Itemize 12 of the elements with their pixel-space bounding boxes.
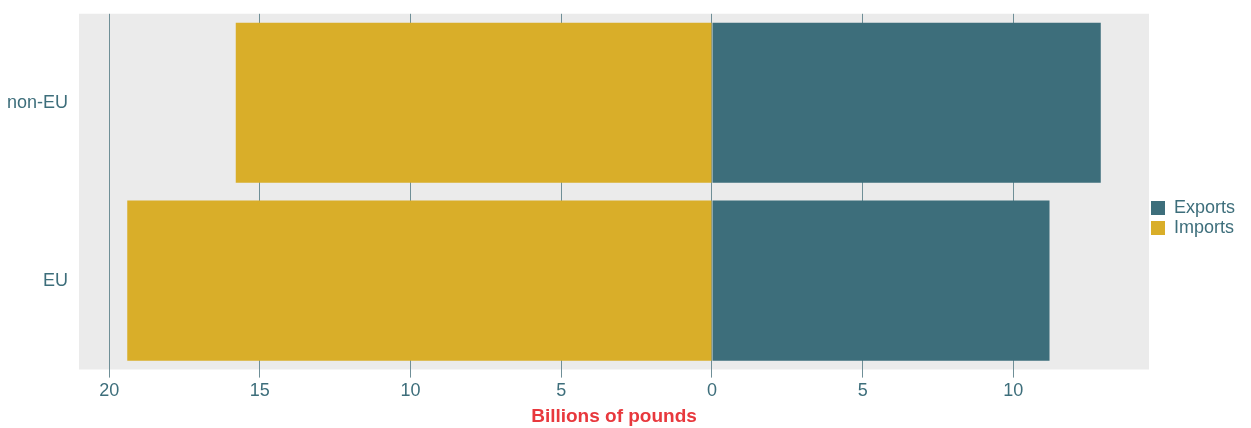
y-tick-label: non-EU xyxy=(7,91,69,112)
y-tick-label: EU xyxy=(43,269,69,290)
x-tick-label: 5 xyxy=(857,380,868,401)
x-tick-label: 15 xyxy=(249,380,270,401)
x-tick-label: 0 xyxy=(706,380,717,401)
x-tick-label: 10 xyxy=(400,380,421,401)
legend-label: Imports xyxy=(1173,216,1234,237)
x-tick-label: 20 xyxy=(99,380,120,401)
x-axis-title: Billions of pounds xyxy=(531,404,697,426)
x-tick-label: 10 xyxy=(1003,380,1024,401)
x-tick-label: 5 xyxy=(556,380,567,401)
legend-label: Exports xyxy=(1173,196,1236,217)
